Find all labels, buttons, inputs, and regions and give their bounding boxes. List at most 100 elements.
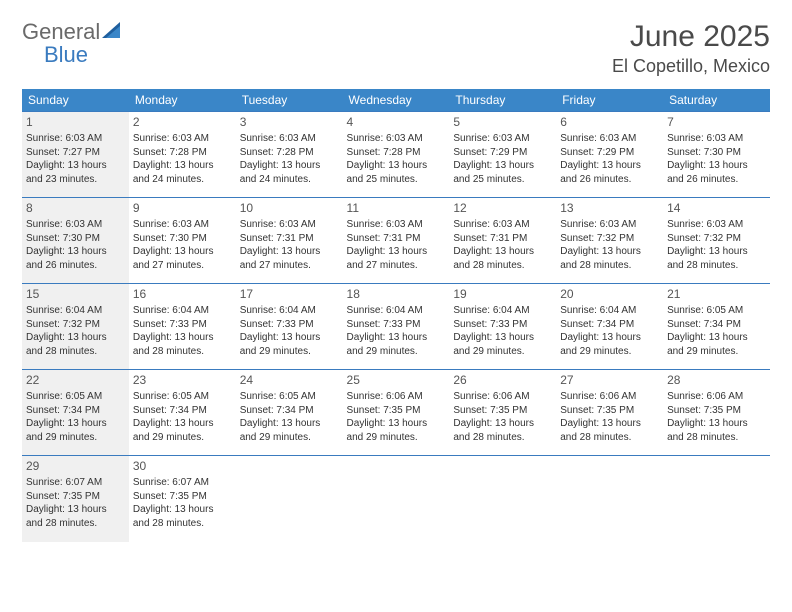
- daylight-line: Daylight: 13 hours and 25 minutes.: [453, 159, 552, 186]
- weekday-header: Monday: [129, 89, 236, 112]
- sunset-line: Sunset: 7:31 PM: [240, 232, 339, 246]
- sunrise-line: Sunrise: 6:06 AM: [347, 390, 446, 404]
- weekday-header: Sunday: [22, 89, 129, 112]
- sunset-line: Sunset: 7:34 PM: [560, 318, 659, 332]
- daylight-line: Daylight: 13 hours and 27 minutes.: [240, 245, 339, 272]
- sunrise-line: Sunrise: 6:03 AM: [240, 218, 339, 232]
- sunset-line: Sunset: 7:27 PM: [26, 146, 125, 160]
- calendar-day-cell: 2 Sunrise: 6:03 AMSunset: 7:28 PMDaylight…: [129, 112, 236, 198]
- day-number: 12: [453, 200, 552, 216]
- calendar-day-cell: 19Sunrise: 6:04 AMSunset: 7:33 PMDayligh…: [449, 284, 556, 370]
- calendar-day-cell: 28Sunrise: 6:06 AMSunset: 7:35 PMDayligh…: [663, 370, 770, 456]
- day-number: 20: [560, 286, 659, 302]
- sunrise-line: Sunrise: 6:06 AM: [667, 390, 766, 404]
- daylight-line: Daylight: 13 hours and 24 minutes.: [133, 159, 232, 186]
- daylight-line: Daylight: 13 hours and 23 minutes.: [26, 159, 125, 186]
- calendar-day-cell: 15Sunrise: 6:04 AMSunset: 7:32 PMDayligh…: [22, 284, 129, 370]
- sunset-line: Sunset: 7:35 PM: [133, 490, 232, 504]
- sunrise-line: Sunrise: 6:03 AM: [667, 218, 766, 232]
- day-number: 8: [26, 200, 125, 216]
- sunrise-line: Sunrise: 6:03 AM: [347, 218, 446, 232]
- day-number: 11: [347, 200, 446, 216]
- day-number: 14: [667, 200, 766, 216]
- calendar-day-cell: 29Sunrise: 6:07 AMSunset: 7:35 PMDayligh…: [22, 456, 129, 542]
- day-number: 13: [560, 200, 659, 216]
- daylight-line: Daylight: 13 hours and 26 minutes.: [26, 245, 125, 272]
- sunset-line: Sunset: 7:30 PM: [133, 232, 232, 246]
- day-number: 17: [240, 286, 339, 302]
- calendar-day-cell: 26Sunrise: 6:06 AMSunset: 7:35 PMDayligh…: [449, 370, 556, 456]
- daylight-line: Daylight: 13 hours and 28 minutes.: [133, 331, 232, 358]
- sunrise-line: Sunrise: 6:03 AM: [347, 132, 446, 146]
- empty-cell: [236, 456, 343, 542]
- day-number: 27: [560, 372, 659, 388]
- header: General Blue June 2025 El Copetillo, Mex…: [22, 20, 770, 77]
- day-number: 19: [453, 286, 552, 302]
- day-number: 16: [133, 286, 232, 302]
- daylight-line: Daylight: 13 hours and 28 minutes.: [667, 417, 766, 444]
- sunrise-line: Sunrise: 6:04 AM: [26, 304, 125, 318]
- daylight-line: Daylight: 13 hours and 24 minutes.: [240, 159, 339, 186]
- calendar-day-cell: 13Sunrise: 6:03 AMSunset: 7:32 PMDayligh…: [556, 198, 663, 284]
- daylight-line: Daylight: 13 hours and 26 minutes.: [667, 159, 766, 186]
- calendar-day-cell: 24Sunrise: 6:05 AMSunset: 7:34 PMDayligh…: [236, 370, 343, 456]
- sunrise-line: Sunrise: 6:03 AM: [240, 132, 339, 146]
- sunrise-line: Sunrise: 6:03 AM: [453, 218, 552, 232]
- sunset-line: Sunset: 7:35 PM: [347, 404, 446, 418]
- sunset-line: Sunset: 7:32 PM: [667, 232, 766, 246]
- empty-cell: [449, 456, 556, 542]
- calendar-day-cell: 1Sunrise: 6:03 AMSunset: 7:27 PMDaylight…: [22, 112, 129, 198]
- weekday-header: Wednesday: [343, 89, 450, 112]
- daylight-line: Daylight: 13 hours and 28 minutes.: [26, 331, 125, 358]
- day-number: 4: [347, 114, 446, 130]
- daylight-line: Daylight: 13 hours and 29 minutes.: [133, 417, 232, 444]
- sunrise-line: Sunrise: 6:03 AM: [560, 132, 659, 146]
- sunset-line: Sunset: 7:28 PM: [240, 146, 339, 160]
- sunset-line: Sunset: 7:31 PM: [347, 232, 446, 246]
- calendar-day-cell: 25Sunrise: 6:06 AMSunset: 7:35 PMDayligh…: [343, 370, 450, 456]
- sunset-line: Sunset: 7:33 PM: [240, 318, 339, 332]
- sunrise-line: Sunrise: 6:04 AM: [133, 304, 232, 318]
- daylight-line: Daylight: 13 hours and 29 minutes.: [347, 417, 446, 444]
- sunset-line: Sunset: 7:28 PM: [133, 146, 232, 160]
- sunset-line: Sunset: 7:31 PM: [453, 232, 552, 246]
- calendar-day-cell: 5 Sunrise: 6:03 AMSunset: 7:29 PMDaylight…: [449, 112, 556, 198]
- weekday-header-row: SundayMondayTuesdayWednesdayThursdayFrid…: [22, 89, 770, 112]
- calendar-day-cell: 20Sunrise: 6:04 AMSunset: 7:34 PMDayligh…: [556, 284, 663, 370]
- daylight-line: Daylight: 13 hours and 27 minutes.: [133, 245, 232, 272]
- sunset-line: Sunset: 7:35 PM: [667, 404, 766, 418]
- day-number: 2: [133, 114, 232, 130]
- sunset-line: Sunset: 7:34 PM: [26, 404, 125, 418]
- sunset-line: Sunset: 7:33 PM: [347, 318, 446, 332]
- sunset-line: Sunset: 7:29 PM: [453, 146, 552, 160]
- calendar-day-cell: 14Sunrise: 6:03 AMSunset: 7:32 PMDayligh…: [663, 198, 770, 284]
- empty-cell: [556, 456, 663, 542]
- calendar-day-cell: 7Sunrise: 6:03 AMSunset: 7:30 PMDaylight…: [663, 112, 770, 198]
- daylight-line: Daylight: 13 hours and 28 minutes.: [560, 417, 659, 444]
- sunset-line: Sunset: 7:33 PM: [453, 318, 552, 332]
- daylight-line: Daylight: 13 hours and 28 minutes.: [453, 417, 552, 444]
- daylight-line: Daylight: 13 hours and 29 minutes.: [240, 417, 339, 444]
- sunset-line: Sunset: 7:28 PM: [347, 146, 446, 160]
- sunrise-line: Sunrise: 6:05 AM: [26, 390, 125, 404]
- daylight-line: Daylight: 13 hours and 29 minutes.: [667, 331, 766, 358]
- sunset-line: Sunset: 7:35 PM: [560, 404, 659, 418]
- daylight-line: Daylight: 13 hours and 28 minutes.: [133, 503, 232, 530]
- calendar-day-cell: 17Sunrise: 6:04 AMSunset: 7:33 PMDayligh…: [236, 284, 343, 370]
- day-number: 5: [453, 114, 552, 130]
- daylight-line: Daylight: 13 hours and 28 minutes.: [26, 503, 125, 530]
- calendar-day-cell: 12Sunrise: 6:03 AMSunset: 7:31 PMDayligh…: [449, 198, 556, 284]
- day-number: 29: [26, 458, 125, 474]
- sunrise-line: Sunrise: 6:03 AM: [453, 132, 552, 146]
- empty-cell: [663, 456, 770, 542]
- logo-sail-icon: [102, 20, 128, 44]
- calendar-day-cell: 6Sunrise: 6:03 AMSunset: 7:29 PMDaylight…: [556, 112, 663, 198]
- calendar-table: SundayMondayTuesdayWednesdayThursdayFrid…: [22, 89, 770, 542]
- sunrise-line: Sunrise: 6:03 AM: [133, 132, 232, 146]
- daylight-line: Daylight: 13 hours and 29 minutes.: [26, 417, 125, 444]
- daylight-line: Daylight: 13 hours and 29 minutes.: [453, 331, 552, 358]
- weekday-header: Saturday: [663, 89, 770, 112]
- daylight-line: Daylight: 13 hours and 29 minutes.: [347, 331, 446, 358]
- weekday-header: Friday: [556, 89, 663, 112]
- page-title: June 2025: [612, 20, 770, 54]
